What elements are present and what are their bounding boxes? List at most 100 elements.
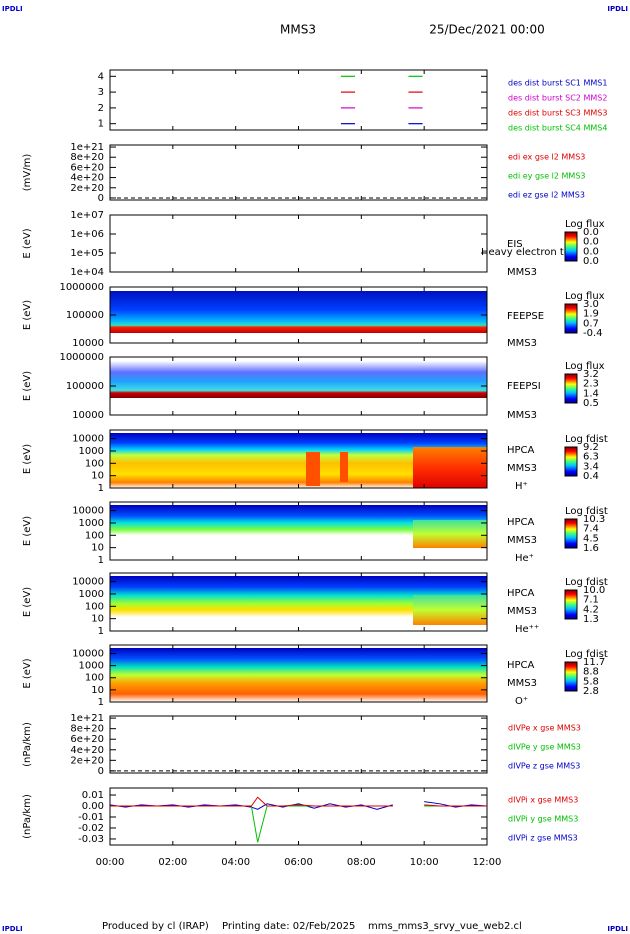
y-tick-label: 10000	[72, 434, 104, 445]
panel-label: HPCA	[507, 660, 535, 671]
colorbar-tick-label: 0.7	[583, 318, 599, 329]
y-tick-label: 10	[91, 614, 104, 625]
colorbar-tick-label: 4.5	[583, 533, 599, 544]
panel-label: He⁺	[515, 553, 534, 564]
y-tick-label: 10	[91, 471, 104, 482]
legend-entry: edi ey gse l2 MMS3	[508, 172, 586, 181]
y-axis-label: (nPa/km)	[22, 722, 33, 767]
colorbar-tick-label: 11.7	[583, 657, 605, 668]
panel-frame	[109, 144, 488, 201]
spectrogram	[110, 648, 487, 702]
panel-label: H⁺	[515, 481, 528, 492]
panel-frame	[109, 214, 488, 273]
y-tick-label: 10000	[72, 648, 104, 659]
colorbar-tick-label: 2.8	[583, 686, 599, 697]
y-tick-label: 10000	[72, 338, 104, 349]
legend-entry: dIVPe z gse MMS3	[508, 762, 580, 771]
colorbar-tick-label: 0.5	[583, 398, 599, 409]
y-axis-label: E (eV)	[22, 516, 33, 546]
y-tick-label: 1	[98, 119, 104, 130]
panel-label: MMS3	[507, 338, 537, 349]
y-tick-label: 100	[85, 601, 104, 612]
colorbar	[564, 518, 578, 549]
y-tick-label: 1e+21	[70, 142, 104, 153]
y-tick-label: 1	[98, 483, 104, 494]
panel-label: MMS3	[507, 606, 537, 617]
colorbar-title: Log flux	[565, 219, 605, 230]
y-tick-label: 10000	[72, 506, 104, 517]
annotation: Heavy electron to	[481, 247, 570, 258]
x-tick-label: 10:00	[410, 857, 439, 868]
y-tick-label: 10	[91, 685, 104, 696]
colorbar-tick-label: 4.2	[583, 604, 599, 615]
y-tick-label: 10000	[72, 577, 104, 588]
y-tick-label: 1e+07	[70, 210, 104, 221]
x-tick-label: 04:00	[221, 857, 250, 868]
y-tick-label: 1000	[79, 589, 104, 600]
panel-label: MMS3	[507, 535, 537, 546]
colorbar-tick-label: 1.6	[583, 543, 599, 554]
legend-entry: dIVPi y gse MMS3	[508, 815, 578, 824]
logo: IPDLI	[2, 925, 23, 933]
spectrogram	[110, 361, 487, 398]
y-tick-label: 2	[98, 103, 104, 114]
y-tick-label: 1e+21	[70, 713, 104, 724]
footer-credit: Produced by cl (IRAP)	[102, 921, 209, 932]
y-tick-label: 100	[85, 673, 104, 684]
colorbar-tick-label: 10.0	[583, 585, 605, 596]
legend-entry: des dist burst SC1 MMS1	[508, 79, 607, 88]
y-tick-label: 4e+20	[70, 745, 104, 756]
colorbar-tick-label: 0.0	[583, 227, 599, 238]
colorbar-tick-label: 6.3	[583, 452, 599, 463]
panel-label: O⁺	[515, 696, 528, 707]
y-tick-label: 1000	[79, 446, 104, 457]
panel-label: MMS3	[507, 267, 537, 278]
y-tick-label: 6e+20	[70, 162, 104, 173]
y-tick-label: 6e+20	[70, 734, 104, 745]
colorbar-title: Log fdist	[565, 577, 608, 588]
colorbar-tick-label: 8.8	[583, 667, 599, 678]
spectrogram	[306, 452, 320, 486]
colorbar-tick-label: 3.2	[583, 369, 599, 380]
colorbar-title: Log fdist	[565, 649, 608, 660]
legend-entry: des dist burst SC4 MMS4	[508, 124, 607, 133]
legend-entry: des dist burst SC3 MMS3	[508, 109, 607, 118]
y-tick-label: 8e+20	[70, 724, 104, 735]
footer-file: mms_mms3_srvy_vue_web2.cl	[368, 921, 522, 932]
y-tick-label: 1e+04	[70, 267, 104, 278]
colorbar-tick-label: 3.0	[583, 299, 599, 310]
x-tick-label: 00:00	[96, 857, 125, 868]
y-tick-label: -0.01	[78, 812, 104, 823]
colorbar-tick-label: 0.0	[583, 256, 599, 267]
y-tick-label: 100000	[66, 310, 104, 321]
y-axis-label: E (eV)	[22, 587, 33, 617]
series-line	[110, 805, 487, 843]
panel-frame	[109, 787, 488, 846]
colorbar-tick-label: 1.9	[583, 309, 599, 320]
colorbar-tick-label: -0.4	[583, 328, 603, 339]
panel-label: FEEPSI	[507, 381, 541, 392]
y-tick-label: 1	[98, 555, 104, 566]
colorbar	[564, 589, 578, 620]
colorbar-tick-label: 10.3	[583, 514, 605, 525]
y-axis-label: E (eV)	[22, 444, 33, 474]
colorbar-tick-label: 0.0	[583, 237, 599, 248]
y-tick-label: 0	[98, 193, 104, 204]
y-tick-label: 1	[98, 697, 104, 708]
title: MMS3	[280, 23, 316, 37]
y-tick-label: 8e+20	[70, 152, 104, 163]
y-axis-label: E (eV)	[22, 371, 33, 401]
y-tick-label: 1	[98, 626, 104, 637]
date: 25/Dec/2021 00:00	[429, 23, 545, 37]
colorbar-tick-label: 7.1	[583, 595, 599, 606]
y-tick-label: 100	[85, 530, 104, 541]
colorbar-tick-label: 9.2	[583, 442, 599, 453]
y-tick-label: 2e+20	[70, 755, 104, 766]
legend-entry: dIVPi z gse MMS3	[508, 834, 578, 843]
colorbar	[564, 661, 578, 692]
y-tick-label: 4	[98, 71, 104, 82]
colorbar-tick-label: 1.4	[583, 388, 599, 399]
y-tick-label: 1000000	[59, 282, 104, 293]
colorbar-tick-label: 5.8	[583, 676, 599, 687]
